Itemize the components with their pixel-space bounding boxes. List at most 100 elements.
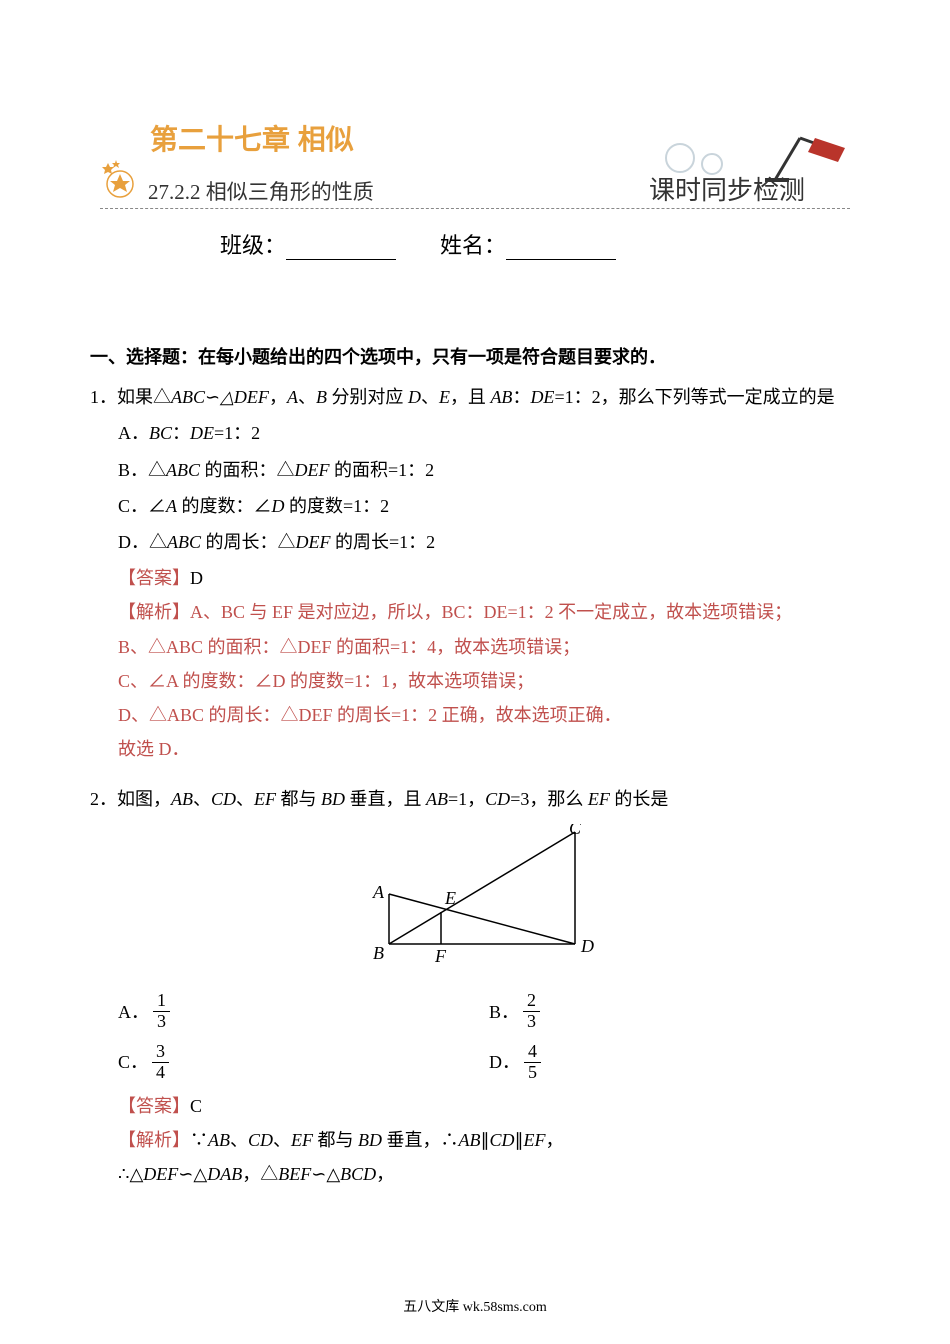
q2-ef: EF <box>254 789 276 809</box>
q2-stem: 2．如图，AB、CD、EF 都与 BD 垂直，且 AB=1，CD=3，那么 EF… <box>90 782 860 816</box>
q1b-abc: ABC <box>166 460 200 480</box>
q2c-label: C． <box>118 1045 148 1079</box>
q2a-frac: 13 <box>153 991 170 1032</box>
question-1: 1．如果△ABC∽△DEF，A、B 分别对应 D、E，且 AB：DE=1：2，那… <box>90 380 860 766</box>
q1-de: DE <box>530 387 554 407</box>
fig-label-c: C <box>569 824 582 838</box>
q1-exp-a: A、BC 与 EF 是对应边，所以，BC：DE=1：2 不一定成立，故本选项错误… <box>190 602 792 622</box>
q2-eq1: =1， <box>448 789 485 809</box>
q2e2-sim: ∽△ <box>178 1164 207 1184</box>
q2c-frac: 34 <box>152 1042 169 1083</box>
q2-ab: AB <box>171 789 193 809</box>
q2d-frac: 45 <box>524 1042 541 1083</box>
q1c-m: 的度数：∠ <box>177 496 272 516</box>
q2a-num: 1 <box>153 991 170 1012</box>
q2-cd: CD <box>211 789 236 809</box>
q2-explain-1: 【解析】∵AB、CD、EF 都与 BD 垂直，∴AB∥CD∥EF， <box>90 1123 860 1157</box>
q1-ans-label: 【答案】 <box>118 568 190 588</box>
q2-eq3: =3，那么 <box>510 789 588 809</box>
q2b-den: 3 <box>523 1012 540 1032</box>
q2-ans-label: 【答案】 <box>118 1096 190 1116</box>
star-badge-icon <box>100 158 140 198</box>
class-underline <box>286 240 396 260</box>
q2-ans-val: C <box>190 1096 202 1116</box>
q2-explain-2: ∴△DEF∽△DAB，△BEF∽△BCD， <box>90 1157 860 1191</box>
class-name-line: 班级： 姓名： <box>220 228 616 260</box>
q1a-bc: BC <box>149 423 172 443</box>
lamp-icon <box>650 120 850 190</box>
q2-option-b: B． 23 <box>489 991 860 1032</box>
q1-d: D <box>408 387 421 407</box>
q2c-den: 4 <box>152 1063 169 1083</box>
q1d-pre: D．△ <box>118 532 167 552</box>
q2e2-c: ，△ <box>242 1164 278 1184</box>
q1-explain-b: B、△ABC 的面积：△DEF 的面积=1：4，故本选项错误； <box>90 630 860 664</box>
q2e2-dab: DAB <box>207 1164 242 1184</box>
fig-label-b: B <box>373 943 384 963</box>
q2-answer: 【答案】C <box>90 1089 860 1123</box>
q2e2-bef: BEF <box>278 1164 311 1184</box>
q1-num: 1． <box>90 387 117 407</box>
q2e1-m2: 垂直，∴ <box>382 1130 459 1150</box>
fig-label-a: A <box>372 882 385 902</box>
q2e2-sim2: ∽△ <box>311 1164 340 1184</box>
q1-a: A <box>287 387 298 407</box>
q1-option-c: C．∠A 的度数：∠D 的度数=1：2 <box>90 489 860 523</box>
q1-t1: 如果△ <box>117 387 171 407</box>
chapter-title: 第二十七章 相似 <box>150 118 354 158</box>
q2e2-def: DEF <box>143 1164 178 1184</box>
q2-t1: 如图， <box>117 789 171 809</box>
section-1-heading: 一、选择题：在每小题给出的四个选项中，只有一项是符合题目要求的． <box>90 340 860 374</box>
q2d-num: 4 <box>524 1042 541 1063</box>
q1-m1: ， <box>269 387 287 407</box>
q2d-den: 5 <box>524 1063 541 1083</box>
q1b-pre: B．△ <box>118 460 166 480</box>
q2e1-cd2: CD <box>490 1130 515 1150</box>
q1a-end: =1：2 <box>214 423 260 443</box>
q2-options-row1: A． 13 B． 23 <box>90 991 860 1032</box>
q2a-den: 3 <box>153 1012 170 1032</box>
q2-option-a: A． 13 <box>118 991 489 1032</box>
q1-e: E <box>439 387 450 407</box>
q1-m3: ，且 <box>450 387 491 407</box>
q2-option-d: D． 45 <box>489 1042 860 1083</box>
q1-def: △DEF <box>220 387 269 407</box>
q1d-def: DEF <box>296 532 331 552</box>
q1-ab: AB <box>490 387 512 407</box>
q1-m2: 分别对应 <box>327 387 408 407</box>
q2e2-end: ， <box>376 1164 394 1184</box>
q2-m1: 都与 <box>276 789 321 809</box>
q2e1-pre: ∵ <box>190 1130 208 1150</box>
q2e1-ab2: AB <box>459 1130 481 1150</box>
q2e1-bd: BD <box>358 1130 382 1150</box>
q1b-def: DEF <box>295 460 330 480</box>
section-label: 27.2.2 相似三角形的性质 <box>148 176 374 206</box>
q2-d2: 、 <box>236 789 254 809</box>
q2e1-cd: CD <box>248 1130 273 1150</box>
q2-num: 2． <box>90 789 117 809</box>
q1-answer: 【答案】D <box>90 561 860 595</box>
q1-b: B <box>316 387 327 407</box>
q2-bd: BD <box>321 789 345 809</box>
q1-explain-a: 【解析】A、BC 与 EF 是对应边，所以，BC：DE=1：2 不一定成立，故本… <box>90 595 860 629</box>
q1-ratio: =1：2，那么下列等式一定成立的是 <box>554 387 834 407</box>
q1c-d: D <box>272 496 285 516</box>
name-label: 姓名： <box>440 233 506 258</box>
q1-sim: ∽ <box>205 387 220 407</box>
fig-label-e: E <box>444 888 456 908</box>
q1-stem: 1．如果△ABC∽△DEF，A、B 分别对应 D、E，且 AB：DE=1：2，那… <box>90 380 860 414</box>
q1c-a: A <box>166 496 177 516</box>
q1-ans-val: D <box>190 568 203 588</box>
q2b-frac: 23 <box>523 991 540 1032</box>
q2e1-ef2: EF <box>524 1130 546 1150</box>
q1-option-b: B．△ABC 的面积：△DEF 的面积=1：2 <box>90 453 860 487</box>
q2-options-row2: C． 34 D． 45 <box>90 1042 860 1083</box>
q2-m2: 垂直，且 <box>345 789 426 809</box>
q2e2-pre: ∴△ <box>118 1164 143 1184</box>
q2e1-d2: 、 <box>273 1130 291 1150</box>
q1-d1: 、 <box>298 387 316 407</box>
q2e1-p2: ∥ <box>515 1130 524 1150</box>
q1b-end: 的面积=1：2 <box>330 460 435 480</box>
q1-explain-c: C、∠A 的度数：∠D 的度数=1：1，故本选项错误； <box>90 664 860 698</box>
q2e1-p1: ∥ <box>481 1130 490 1150</box>
